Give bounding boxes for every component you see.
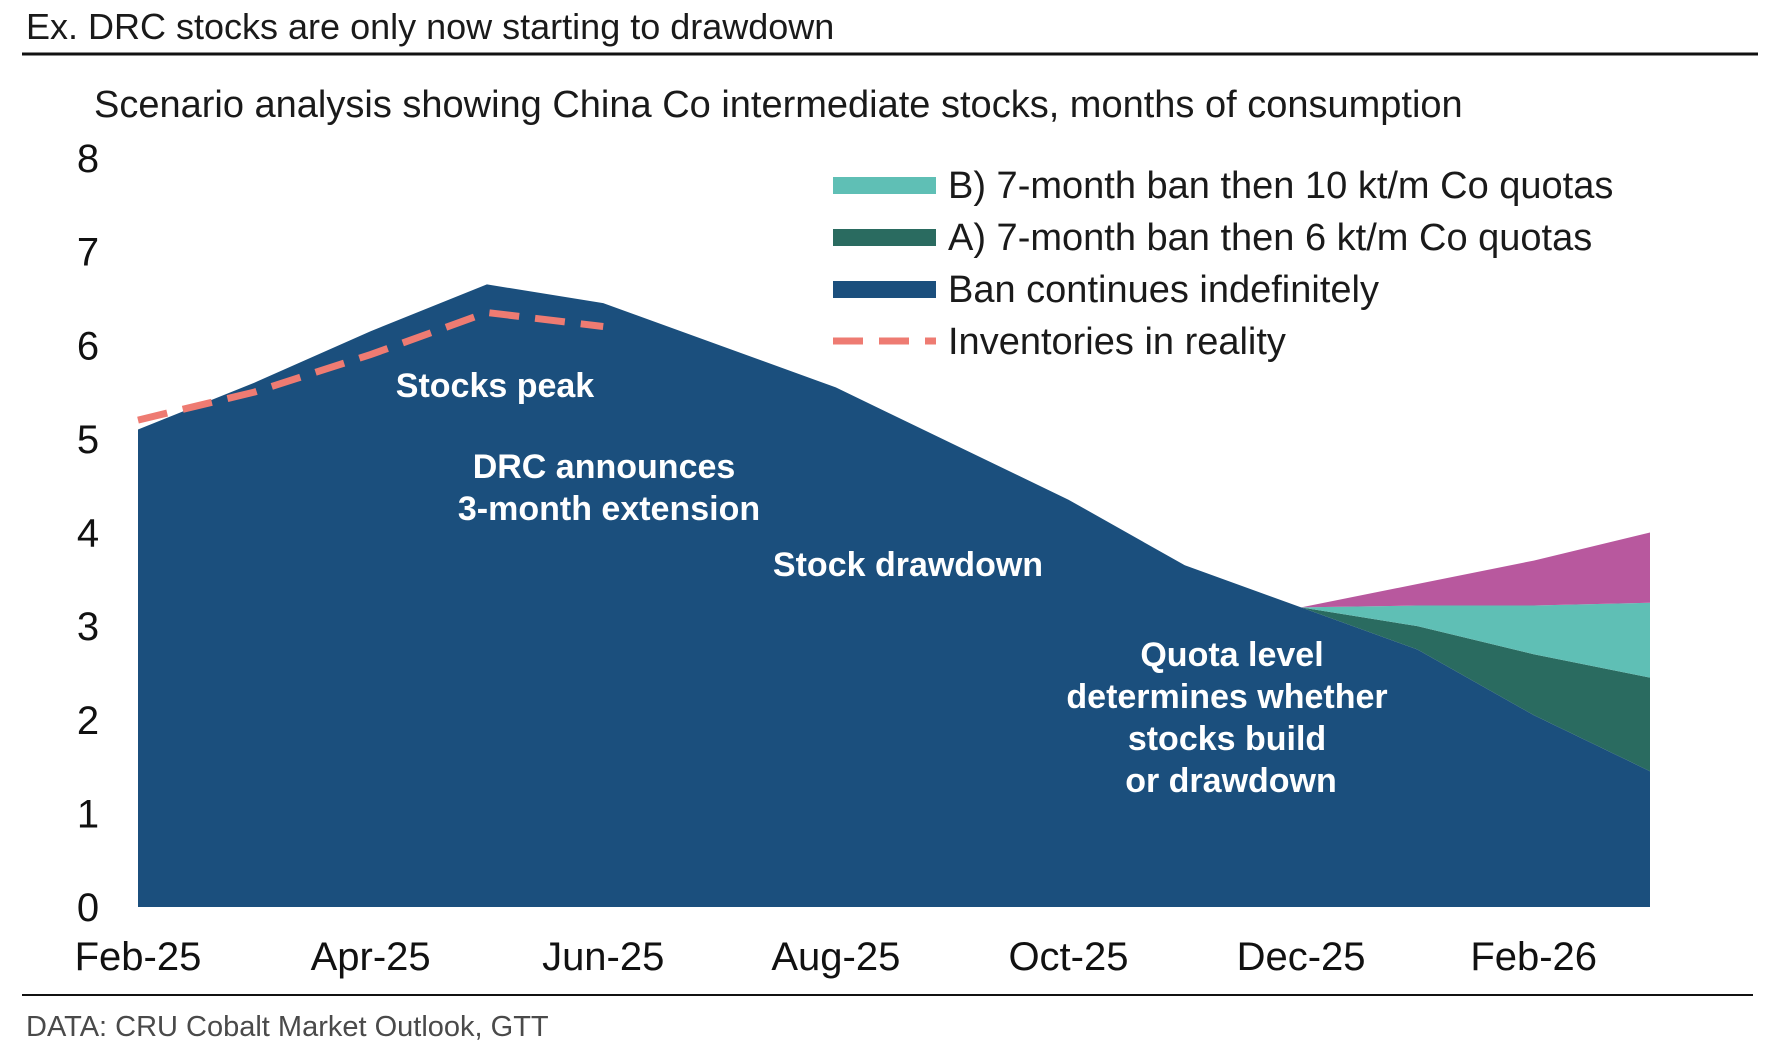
y-tick-label: 1 (77, 792, 99, 836)
x-tick-label: Jun-25 (542, 935, 664, 979)
line-inventories-reality (137, 308, 604, 424)
x-axis: Feb-25 Apr-25 Jun-25 Aug-25 Oct-25 Dec-25 Feb-… (75, 935, 1597, 979)
legend-swatch-scenario-b (833, 177, 936, 194)
annotation-quota-line-2: determines whether (1066, 678, 1387, 716)
x-tick-label: Apr-25 (311, 935, 431, 979)
headline: Ex. DRC stocks are only now starting to … (26, 6, 834, 47)
y-tick-label: 2 (77, 699, 99, 743)
annotation-stock-drawdown: Stock drawdown (773, 546, 1043, 584)
legend-swatch-scenario-a (833, 229, 936, 246)
area-ban-continues (138, 284, 1650, 907)
annotations: Stocks peak DRC announces 3-month extens… (396, 367, 1388, 800)
y-tick-label: 3 (77, 605, 99, 649)
x-tick-label: Aug-25 (771, 935, 900, 979)
y-tick-label: 6 (77, 324, 99, 368)
y-tick-label: 0 (77, 886, 99, 930)
chart-title: Scenario analysis showing China Co inter… (94, 84, 1463, 126)
area-scenario-a (1301, 607, 1650, 772)
x-tick-label: Dec-25 (1237, 935, 1366, 979)
annotation-quota-line-1: Quota level (1140, 636, 1323, 674)
legend-label-scenario-b: B) 7-month ban then 10 kt/m Co quotas (948, 165, 1613, 207)
y-tick-label: 5 (77, 418, 99, 462)
annotation-quota-line-4: or drawdown (1125, 762, 1337, 800)
x-tick-label: Feb-25 (75, 935, 202, 979)
annotation-quota-line-3: stocks build (1128, 720, 1326, 758)
plot-area (137, 284, 1650, 907)
y-tick-label: 4 (77, 512, 99, 556)
area-upper-scenario (1301, 532, 1650, 608)
area-scenario-b (1301, 602, 1650, 678)
annotation-stocks-peak: Stocks peak (396, 367, 595, 405)
source-note: DATA: CRU Cobalt Market Outlook, GTT (26, 1011, 549, 1043)
annotation-drc-line-2: 3-month extension (458, 490, 760, 528)
annotation-drc-line-1: DRC announces (473, 448, 736, 486)
y-tick-label: 7 (77, 231, 99, 275)
x-tick-label: Feb-26 (1470, 935, 1597, 979)
y-tick-label: 8 (77, 137, 99, 181)
legend-label-reality: Inventories in reality (948, 321, 1286, 363)
y-axis: 0 1 2 3 4 5 6 7 8 (77, 137, 99, 930)
x-tick-label: Oct-25 (1008, 935, 1128, 979)
legend-swatch-ban (833, 281, 936, 298)
legend-label-ban: Ban continues indefinitely (948, 269, 1379, 311)
legend-label-scenario-a: A) 7-month ban then 6 kt/m Co quotas (948, 217, 1592, 259)
legend: B) 7-month ban then 10 kt/m Co quotas A)… (833, 165, 1613, 363)
